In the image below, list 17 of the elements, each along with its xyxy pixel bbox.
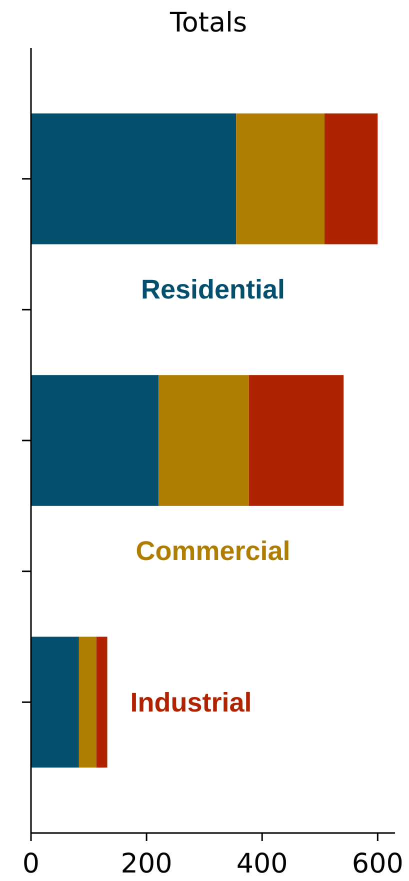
series-label: Industrial: [130, 688, 252, 718]
x-tick-label: 0: [22, 848, 40, 880]
x-tick-label: 400: [236, 848, 288, 880]
series-label: Commercial: [136, 536, 290, 566]
bar: [158, 375, 249, 506]
bar: [236, 113, 325, 244]
series-label: Residential: [140, 274, 286, 304]
x-tick-label: 200: [120, 848, 172, 880]
bar: [248, 375, 344, 506]
x-tick-label: 600: [352, 848, 404, 880]
chart-title: Totals: [168, 7, 248, 38]
bar: [96, 636, 108, 768]
bar: [31, 375, 159, 506]
bar: [31, 113, 236, 244]
bar: [31, 636, 79, 768]
bar: [324, 113, 378, 244]
bar: [78, 636, 96, 768]
